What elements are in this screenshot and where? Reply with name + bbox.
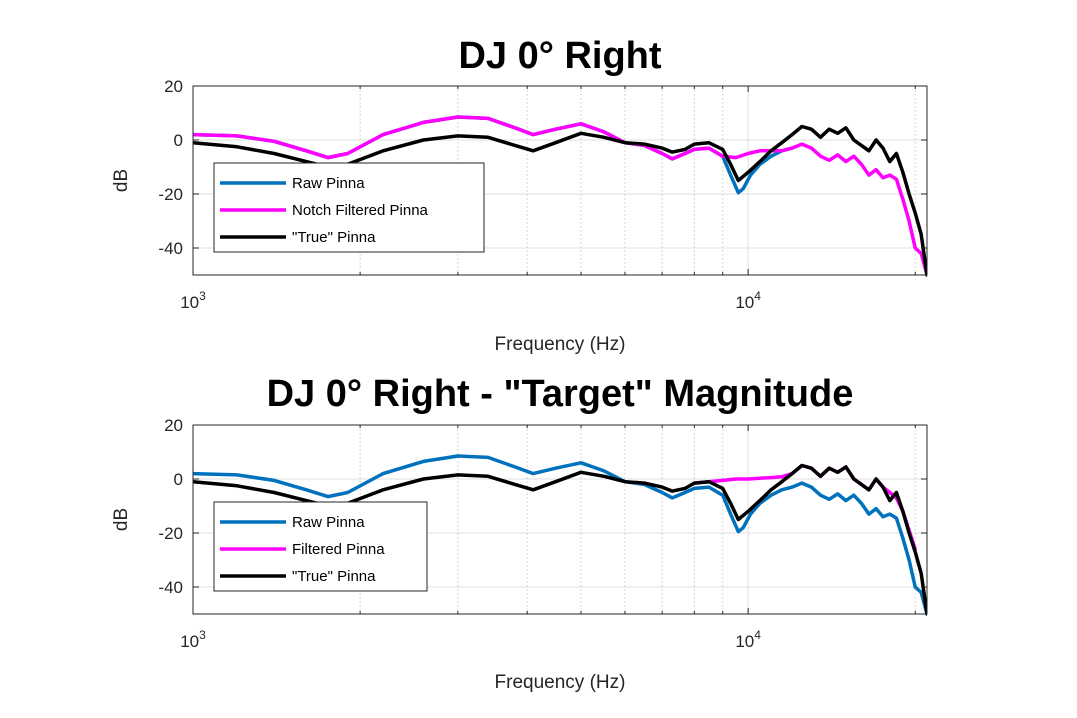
x-tick-base: 10	[180, 632, 199, 651]
x-tick-exponent: 3	[199, 628, 206, 642]
axes-box	[192, 85, 928, 276]
y-tick-label: -20	[158, 185, 183, 204]
series-group	[193, 115, 927, 277]
legend-label: "True" Pinna	[292, 229, 376, 246]
x-tick-exponent: 3	[199, 289, 206, 303]
y-axis-label: dB	[111, 508, 132, 531]
x-tick-label: 103	[180, 628, 206, 651]
x-tick-base: 10	[735, 632, 754, 651]
series-group	[193, 454, 927, 616]
x-tick-exponent: 4	[754, 628, 761, 642]
legend: Raw Pinna Filtered Pinna "True" Pinna	[213, 501, 428, 592]
x-axis-label: Frequency (Hz)	[495, 334, 626, 355]
legend-label: "True" Pinna	[292, 568, 376, 585]
y-tick-label: 20	[164, 77, 183, 96]
y-tick-label: -20	[158, 524, 183, 543]
legend-label: Raw Pinna	[292, 175, 365, 192]
x-tick-label: 104	[735, 628, 761, 651]
axes-box	[192, 424, 928, 615]
x-tick-exponent: 4	[754, 289, 761, 303]
legend-label: Filtered Pinna	[292, 541, 385, 558]
x-tick-label: 104	[735, 289, 761, 312]
chart-title: DJ 0° Right	[458, 35, 661, 77]
y-axis-label: dB	[111, 169, 132, 192]
x-tick-base: 10	[735, 293, 754, 312]
legend: Raw Pinna Notch Filtered Pinna "True" Pinn…	[213, 162, 485, 253]
x-axis-label: Frequency (Hz)	[495, 672, 626, 693]
y-tick-label: 0	[174, 470, 183, 489]
x-tick-label: 103	[180, 289, 206, 312]
y-tick-label: -40	[158, 578, 183, 597]
series-line-true-pinna	[193, 463, 927, 616]
series-line-raw-pinna	[193, 454, 927, 616]
chart-title: DJ 0° Right - "Target" Magnitude	[267, 373, 854, 415]
y-tick-label: -40	[158, 239, 183, 258]
legend-label: Notch Filtered Pinna	[292, 202, 429, 219]
series-line-notch-filtered-pinna	[193, 115, 927, 277]
y-tick-label: 20	[164, 416, 183, 435]
x-tick-base: 10	[180, 293, 199, 312]
series-line-true-pinna	[193, 124, 927, 277]
legend-label: Raw Pinna	[292, 514, 365, 531]
y-tick-label: 0	[174, 131, 183, 150]
